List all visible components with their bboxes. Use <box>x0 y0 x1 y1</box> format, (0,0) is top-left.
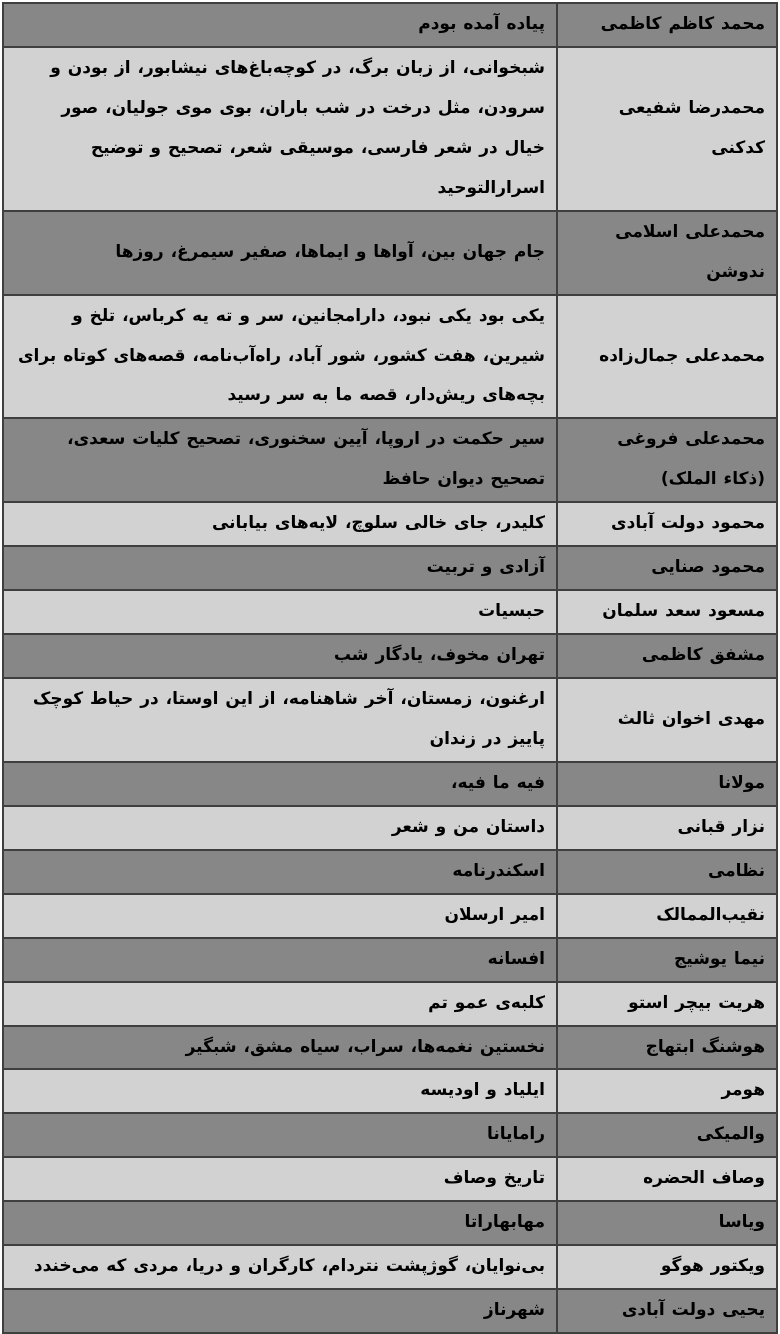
table-row: محمود دولت آبادی کلیدر، جای خالی سلوچ، لا… <box>2 501 778 548</box>
works-cell: شهرناز <box>2 1288 558 1334</box>
table-row: نقیب‌الممالک امیر ارسلان <box>2 892 778 939</box>
works-cell: کلبه‌ی عمو تم <box>2 980 558 1027</box>
works-cell: حبسیات <box>2 589 558 636</box>
table-row: مسعود سعد سلمان حبسیات <box>2 589 778 636</box>
table-row: هومر ایلیاد و اودیسه <box>2 1068 778 1115</box>
works-cell: امیر ارسلان <box>2 892 558 939</box>
table-row: محمود صنایی آزادی و تربیت <box>2 545 778 592</box>
author-cell: مولانا <box>556 760 778 807</box>
author-cell: نظامی <box>556 848 778 895</box>
author-cell: محمدعلی اسلامی ندوشن <box>556 209 778 296</box>
works-cell: ایلیاد و اودیسه <box>2 1068 558 1115</box>
author-cell: مهدی اخوان ثالث <box>556 677 778 763</box>
author-cell: هریت بیچر استو <box>556 980 778 1027</box>
table-row: محمدعلی فروغی (ذکاء الملک) سیر حکمت در ار… <box>2 417 778 504</box>
table-row: وصاف الحضره تاریخ وصاف <box>2 1156 778 1203</box>
works-cell: تهران مخوف، یادگار شب <box>2 633 558 679</box>
works-cell: آزادی و تربیت <box>2 545 558 592</box>
works-cell: اسکندرنامه <box>2 848 558 895</box>
table-row: محمدرضا شفیعی کدکنی شبخوانی، از زبان برگ،… <box>2 45 778 212</box>
author-cell: محمدعلی جمال‌زاده <box>556 293 778 420</box>
author-cell: مسعود سعد سلمان <box>556 589 778 636</box>
works-cell: مهابهاراتا <box>2 1200 558 1247</box>
author-cell: مشفق کاظمی <box>556 633 778 679</box>
author-cell: نزار قبانی <box>556 804 778 851</box>
author-cell: یحیی دولت آبادی <box>556 1288 778 1334</box>
works-cell: یکی بود یکی نبود، دارامجانین، سر و ته یه… <box>2 293 558 420</box>
author-cell: محمد کاظم کاظمی <box>556 2 778 48</box>
author-cell: نقیب‌الممالک <box>556 892 778 939</box>
author-cell: ویکتور هوگو <box>556 1244 778 1291</box>
works-cell: نخستین نغمه‌ها، سراب، سیاه مشق، شبگیر <box>2 1024 558 1071</box>
works-cell: رامایانا <box>2 1112 558 1159</box>
author-cell: وصاف الحضره <box>556 1156 778 1203</box>
author-cell: محمدرضا شفیعی کدکنی <box>556 45 778 212</box>
table-row: ویاسا مهابهاراتا <box>2 1200 778 1247</box>
author-cell: ویاسا <box>556 1200 778 1247</box>
table-row: مولانا فیه ما فیه، <box>2 760 778 807</box>
works-cell: افسانه <box>2 936 558 983</box>
works-cell: فیه ما فیه، <box>2 760 558 807</box>
table-row: محمد کاظم کاظمی پیاده آمده بودم <box>2 2 778 48</box>
author-cell: هوشنگ ابتهاج <box>556 1024 778 1071</box>
table-row: ویکتور هوگو بی‌نوایان، گوژپشت نتردام، کار… <box>2 1244 778 1291</box>
table-row: نزار قبانی داستان من و شعر <box>2 804 778 851</box>
table-row: والمیکی رامایانا <box>2 1112 778 1159</box>
table-row: نظامی اسکندرنامه <box>2 848 778 895</box>
works-cell: ارغنون، زمستان، آخر شاهنامه، از این اوست… <box>2 677 558 763</box>
table-row: مهدی اخوان ثالث ارغنون، زمستان، آخر شاهنا… <box>2 677 778 763</box>
table-row: محمدعلی اسلامی ندوشن جام جهان بین، آواها … <box>2 209 778 296</box>
works-cell: تاریخ وصاف <box>2 1156 558 1203</box>
works-cell: پیاده آمده بودم <box>2 2 558 48</box>
table-row: هریت بیچر استو کلبه‌ی عمو تم <box>2 980 778 1027</box>
works-cell: کلیدر، جای خالی سلوچ، لایه‌های بیابانی <box>2 501 558 548</box>
table-row: مشفق کاظمی تهران مخوف، یادگار شب <box>2 633 778 679</box>
works-cell: سیر حکمت در اروپا، آیین سخنوری، تصحیح کل… <box>2 417 558 504</box>
author-cell: والمیکی <box>556 1112 778 1159</box>
author-cell: نیما یوشیج <box>556 936 778 983</box>
author-cell: محمود دولت آبادی <box>556 501 778 548</box>
works-cell: جام جهان بین، آواها و ایماها، صفیر سیمرغ… <box>2 209 558 296</box>
table-row: یحیی دولت آبادی شهرناز <box>2 1288 778 1334</box>
table-row: هوشنگ ابتهاج نخستین نغمه‌ها، سراب، سیاه م… <box>2 1024 778 1071</box>
table-row: نیما یوشیج افسانه <box>2 936 778 983</box>
works-cell: بی‌نوایان، گوژپشت نتردام، کارگران و دریا… <box>2 1244 558 1291</box>
table-row: محمدعلی جمال‌زاده یکی بود یکی نبود، دارام… <box>2 293 778 420</box>
author-cell: هومر <box>556 1068 778 1115</box>
works-cell: داستان من و شعر <box>2 804 558 851</box>
author-cell: محمود صنایی <box>556 545 778 592</box>
works-cell: شبخوانی، از زبان برگ، در کوچه‌باغ‌های نی… <box>2 45 558 212</box>
author-cell: محمدعلی فروغی (ذکاء الملک) <box>556 417 778 504</box>
